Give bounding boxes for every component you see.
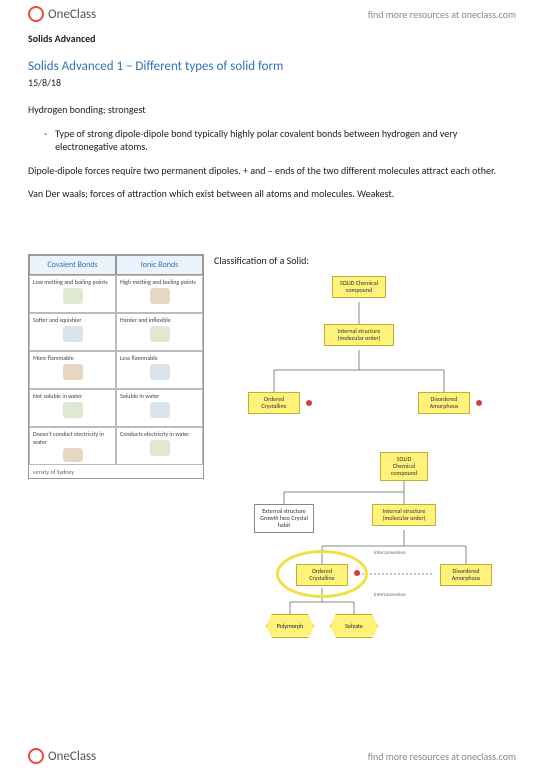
classification-flowchart-1: SOLID Chemical compound Internal structu… — [214, 274, 504, 444]
flow2-label-interconversion: Interconversion — [374, 550, 406, 556]
cell: Low melting and boiling points — [29, 275, 116, 313]
table-source: versity of Sydney — [33, 468, 74, 476]
table-row: Low melting and boiling points High melt… — [29, 275, 203, 313]
flow1-connectors — [214, 274, 504, 444]
cell-text: Doesn't conduct electricity in water — [33, 430, 112, 446]
cell: Not soluble in water — [29, 389, 116, 427]
flow1-marker-dot — [306, 400, 312, 406]
cell: Softer and squishier — [29, 313, 116, 351]
page-footer: OneClass find more resources at oneclass… — [0, 742, 544, 770]
flow1-node-disordered: Disordered Amorphous — [418, 392, 470, 414]
cell-text: Low melting and boiling points — [33, 278, 112, 286]
cell-illustration-icon — [150, 440, 170, 456]
cell-text: Softer and squishier — [33, 316, 112, 324]
flow2-marker-dot — [354, 570, 360, 576]
cell: Less flammable — [116, 351, 203, 389]
footer-tagline: find more resources at oneclass.com — [368, 750, 516, 763]
cell: Soluble in water — [116, 389, 203, 427]
cell: Harder and inflexible — [116, 313, 203, 351]
cell-text: Not soluble in water — [33, 392, 112, 400]
para1-head: Hydrogen bonding; strongest — [28, 103, 146, 116]
col-header-ionic: Ionic Bonds — [116, 255, 203, 275]
flow1-node-ordered: Ordered Crystalline — [248, 392, 300, 414]
cell: Conducts electricity in water — [116, 427, 203, 465]
flow2-node-external: External structure Growth face Crystal h… — [254, 504, 314, 533]
cell-illustration-icon — [150, 364, 170, 380]
col-header-covalent: Covalent Bonds — [29, 255, 116, 275]
brand-name: OneClass — [48, 7, 96, 22]
cell-text: High melting and boiling points — [120, 278, 199, 286]
cell-illustration-icon — [63, 364, 83, 380]
cell-text: More flammable — [33, 354, 112, 362]
classification-flowchart-2: SOLID Chemical compound External structu… — [214, 452, 514, 662]
paragraph-vdw: Van Der waals; forces of attraction whic… — [28, 187, 516, 201]
page-header: OneClass find more resources at oneclass… — [0, 0, 544, 28]
flow2-node-solid: SOLID Chemical compound — [380, 452, 428, 481]
cell-illustration-icon — [63, 448, 83, 462]
table-header-row: Covalent Bonds Ionic Bonds — [29, 255, 203, 275]
section-date: 15/8/18 — [28, 76, 516, 89]
bullet-dash-icon: - — [28, 127, 47, 154]
cell: High melting and boiling points — [116, 275, 203, 313]
document-body: Solids Advanced Solids Advanced 1 – Diff… — [28, 32, 516, 738]
table-footer: versity of Sydney — [29, 465, 203, 478]
brand-name-footer: OneClass — [48, 749, 96, 764]
cell-illustration-icon — [63, 402, 83, 418]
paragraph-dipole: Dipole-dipole forces require two permane… — [28, 164, 516, 178]
cell-illustration-icon — [150, 402, 170, 418]
bonds-comparison-table: Covalent Bonds Ionic Bonds Low melting a… — [28, 254, 204, 479]
cell: More flammable — [29, 351, 116, 389]
brand-logo-icon — [28, 6, 44, 22]
flow1-node-internal: Internal structure (molecular order) — [324, 324, 394, 346]
cell-illustration-icon — [150, 326, 170, 342]
cell-text: Soluble in water — [120, 392, 199, 400]
section-title: Solids Advanced 1 – Different types of s… — [28, 59, 516, 74]
table-row: More flammable Less flammable — [29, 351, 203, 389]
doc-title: Solids Advanced — [28, 32, 516, 45]
para1-body: Type of strong dipole-dipole bond typica… — [55, 127, 516, 154]
flow1-node-solid: SOLID Chemical compound — [332, 276, 386, 298]
header-tagline: find more resources at oneclass.com — [368, 8, 516, 21]
flow2-label-interconversion2: Interconversion — [374, 592, 406, 598]
flow2-node-internal: Internal structure (molecular order) — [372, 504, 436, 526]
flow2-hex-solvate: Solvate — [330, 614, 378, 638]
flow2-node-disordered: Disordered Amorphous — [440, 564, 492, 586]
table-row: Doesn't conduct electricity in water Con… — [29, 427, 203, 465]
table-row: Softer and squishier Harder and inflexib… — [29, 313, 203, 351]
paragraph-hbond: Hydrogen bonding; strongest — [28, 103, 516, 117]
table-row: Not soluble in water Soluble in water — [29, 389, 203, 427]
cell-illustration-icon — [150, 288, 170, 304]
brand-logo-footer: OneClass — [28, 748, 96, 764]
cell-text: Conducts electricity in water — [120, 430, 199, 438]
cell-text: Less flammable — [120, 354, 199, 362]
cell-illustration-icon — [63, 326, 83, 342]
flow2-hex-polymorph: Polymorph — [266, 614, 314, 638]
classification-label: Classification of a Solid: — [214, 254, 309, 267]
cell-text: Harder and inflexible — [120, 316, 199, 324]
cell: Doesn't conduct electricity in water — [29, 427, 116, 465]
brand-logo-icon — [28, 748, 44, 764]
flow1-marker-dot — [476, 400, 482, 406]
brand-logo: OneClass — [28, 6, 96, 22]
cell-illustration-icon — [63, 288, 83, 304]
para1-bullet: - Type of strong dipole-dipole bond typi… — [28, 127, 516, 154]
